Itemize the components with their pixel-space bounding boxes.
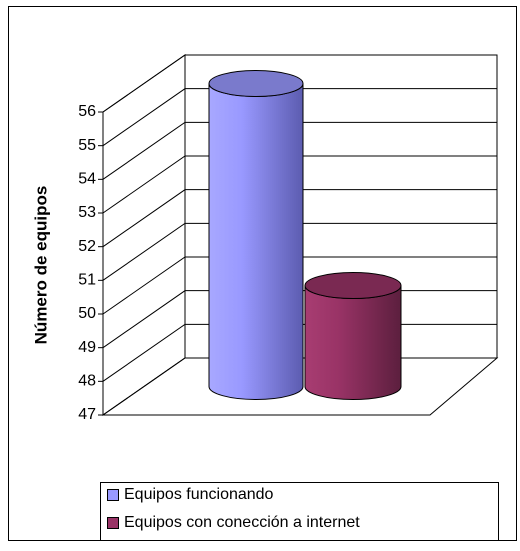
y-tick-label: 56 xyxy=(78,103,96,120)
y-tick-label: 47 xyxy=(78,406,96,423)
y-tick-label: 52 xyxy=(78,238,96,255)
y-tick-label: 48 xyxy=(78,373,96,390)
grid-line xyxy=(102,54,497,113)
legend-label: Equipos funcionando xyxy=(124,486,274,503)
legend-swatch xyxy=(107,517,119,529)
grid-line xyxy=(102,222,497,281)
legend xyxy=(100,482,499,541)
cylinder-body xyxy=(304,285,402,400)
cylinder-top xyxy=(208,70,304,97)
side-wall xyxy=(102,54,186,416)
y-tick-label: 51 xyxy=(78,272,96,289)
legend-label: Equipos con conección a internet xyxy=(124,514,360,531)
grid-line xyxy=(102,121,497,180)
y-tick-label: 49 xyxy=(78,339,96,356)
cylinder-body xyxy=(208,83,304,400)
y-tick-label: 55 xyxy=(78,137,96,154)
grid-line xyxy=(102,256,497,315)
grid-line xyxy=(102,189,497,248)
grid-line xyxy=(102,155,497,214)
cylinder-top xyxy=(304,272,402,299)
y-axis-label: Número de equipos xyxy=(31,186,50,345)
grid-line xyxy=(102,88,497,147)
y-tick-label: 54 xyxy=(78,171,96,188)
y-tick-label: 53 xyxy=(78,204,96,221)
y-tick-label: 50 xyxy=(78,305,96,322)
legend-swatch xyxy=(107,489,119,501)
